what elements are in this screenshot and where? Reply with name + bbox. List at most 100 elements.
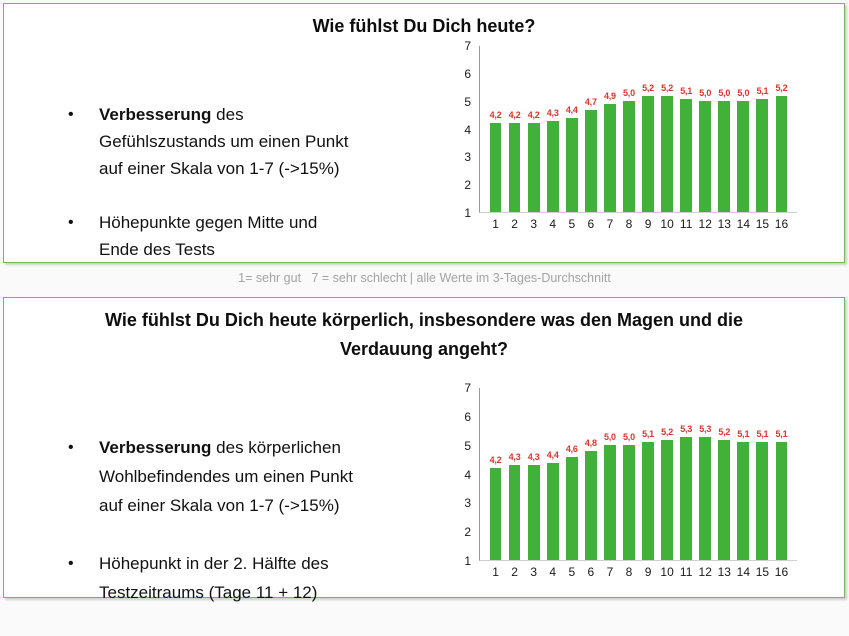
bar-value-label: 4,3 [546,107,559,118]
bar-slot: 5,0 [715,46,734,212]
bar [489,123,502,212]
x-tick-label: 4 [549,217,557,231]
x-tick-label: 15 [755,217,770,231]
plot-area: 7 6 5 4 3 2 1 4,2 4,2 4,2 4,3 4,4 4,7 4,9 5,0 5,2 5,2 5,1… [451,39,797,220]
x-tick-label: 13 [717,217,731,231]
bar [680,436,693,560]
x-tick-label: 12 [698,217,712,231]
bar [775,95,788,212]
x-tick-label: 4 [549,565,557,579]
x-tick-label: 12 [698,565,712,579]
x-tick-label: 10 [660,565,674,579]
bar [508,123,521,212]
bar [737,442,750,560]
x-tick-label: 3 [530,565,537,579]
x-tick-label: 16 [774,565,789,579]
y-tick-label: 1 [464,206,471,220]
bullet-text: des Gefühlszustands um einen Punkt auf e… [99,105,349,178]
x-tick-label: 8 [625,217,633,231]
bar-slot: 4,9 [600,46,619,212]
bar-value-label: 5,1 [680,85,693,96]
bar-slot: 4,3 [524,388,543,560]
x-tick-label: 1 [492,565,499,579]
bar-slot: 5,3 [696,388,715,560]
bar [527,123,540,212]
bar-slot: 4,2 [505,46,524,212]
bar [642,95,654,212]
chart-mood: 7 6 5 4 3 2 1 4,2 4,2 4,2 4,3 4,4 4,7 4,9 5,0 5,2 5,2 5,1… [451,39,797,231]
y-tick-label: 2 [464,178,471,193]
bar-slot: 4,8 [581,388,600,560]
bar-value-label: 5,1 [756,429,769,440]
y-tick-label: 5 [464,94,471,109]
bar [699,436,712,560]
bar-value-label: 5,2 [661,426,674,437]
bar [489,468,502,560]
x-tick-label: 5 [568,217,576,231]
y-tick-label: 1 [464,554,471,568]
bar [527,465,540,560]
y-tick-label: 6 [464,409,471,424]
bar-slot: 5,0 [734,46,753,212]
bar [737,101,750,212]
bar-value-label: 4,4 [565,104,578,115]
bar-value-label: 4,8 [584,438,597,449]
x-tick-label: 9 [644,565,652,579]
bullet-text: Höhepunkte gegen Mitte und Ende des Test… [99,213,318,259]
bar [756,98,769,212]
bar [508,465,521,560]
bar-slot: 5,1 [677,46,696,212]
bars: 4,2 4,2 4,2 4,3 4,4 4,7 4,9 5,0 5,2 5,2 5,1 5,0 5,0 5… [480,46,797,212]
bar-value-label: 5,2 [642,82,654,93]
x-tick-label: 16 [774,217,789,231]
bar-value-label: 5,1 [737,429,750,440]
bar-value-label: 4,2 [489,455,502,466]
bar [546,120,559,212]
bar-value-label: 5,2 [775,82,788,93]
bar-slot: 5,1 [734,388,753,560]
bar [623,101,635,212]
bar [775,442,788,560]
x-tick-label: 2 [511,565,518,579]
bar-slot: 4,6 [562,388,581,560]
x-tick-label: 6 [587,565,595,579]
x-tick-label: 1 [492,217,499,231]
bar-slot: 5,2 [658,46,677,212]
bullet-text: des körperlichen Wohlbefindendes um eine… [99,438,353,515]
bar-value-label: 5,0 [623,88,635,99]
bar-value-label: 4,2 [527,110,540,121]
bar [680,98,693,212]
bar [623,445,635,560]
bar [718,101,731,212]
bar-value-label: 5,1 [642,429,654,440]
bars: 4,2 4,3 4,3 4,4 4,6 4,8 5,0 5,0 5,1 5,2 5,3 5,3 5,2 5… [480,388,797,560]
bar-slot: 4,2 [524,46,543,212]
bar-value-label: 5,0 [718,88,731,99]
bar-slot: 5,1 [639,388,658,560]
bar-value-label: 4,3 [508,452,521,463]
bullet-lead-text: Verbesserung [99,105,212,124]
x-tick-label: 6 [587,217,595,231]
x-tick-label: 2 [511,217,518,231]
bar-value-label: 4,9 [603,91,616,102]
bar-slot: 5,0 [696,46,715,212]
x-tick-label: 10 [660,217,674,231]
bar-value-label: 4,4 [546,449,559,460]
plot: 4,2 4,2 4,2 4,3 4,4 4,7 4,9 5,0 5,2 5,2 5,1 5,0 5,0 5… [479,46,797,213]
bar [661,439,673,560]
x-tick-label: 5 [568,565,576,579]
bar-value-label: 5,2 [718,426,731,437]
x-tick-label: 8 [625,565,633,579]
panel-physical: Wie fühlst Du Dich heute körperlich, ins… [3,297,845,602]
y-tick-label: 7 [464,39,471,53]
bullet-item: Verbesserung des Gefühlszustands um eine… [66,101,434,182]
bar-value-label: 5,0 [699,88,712,99]
bar-value-label: 5,0 [603,432,616,443]
bar [565,117,578,212]
x-tick-label: 9 [644,217,652,231]
panel-mood-title: Wie fühlst Du Dich heute? [312,16,536,36]
bar-value-label: 4,7 [584,96,597,107]
bar [642,442,654,560]
bar-slot: 5,0 [619,46,638,212]
bar-value-label: 4,6 [565,443,578,454]
